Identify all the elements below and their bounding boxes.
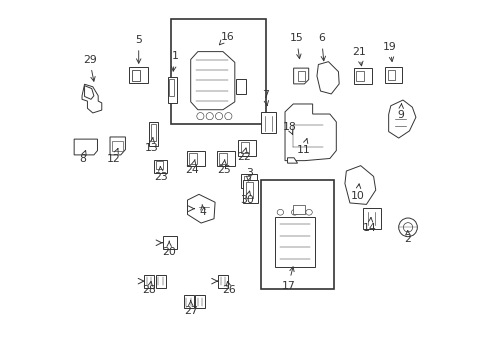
Bar [155, 275, 165, 288]
Bar [274, 217, 314, 267]
Text: 9: 9 [397, 104, 404, 120]
Text: 2: 2 [404, 230, 410, 244]
Bar [353, 68, 371, 84]
Text: 20: 20 [162, 241, 176, 257]
Circle shape [403, 223, 412, 232]
Bar [384, 67, 402, 83]
Ellipse shape [291, 210, 297, 215]
Text: 28: 28 [142, 282, 156, 296]
Text: 29: 29 [82, 55, 96, 81]
Bar [293, 205, 304, 214]
Bar [241, 174, 256, 188]
Bar [149, 122, 158, 146]
Bar [195, 296, 204, 309]
Bar [238, 140, 256, 156]
Bar [362, 208, 380, 229]
Bar [242, 180, 258, 203]
Bar [168, 79, 174, 96]
Bar [183, 296, 193, 309]
Bar [168, 77, 177, 103]
Bar [132, 70, 140, 81]
Ellipse shape [277, 210, 283, 215]
Bar [156, 161, 163, 169]
Text: 27: 27 [183, 300, 197, 316]
Polygon shape [187, 194, 215, 223]
Text: 6: 6 [318, 33, 325, 61]
Text: 15: 15 [289, 33, 303, 59]
Bar [189, 153, 197, 164]
Text: 13: 13 [144, 138, 158, 153]
Text: 23: 23 [154, 166, 168, 182]
Text: 22: 22 [236, 148, 250, 162]
Circle shape [196, 113, 203, 120]
Text: 11: 11 [296, 139, 310, 154]
Ellipse shape [305, 210, 312, 215]
Bar [245, 182, 252, 198]
Polygon shape [190, 51, 234, 110]
Text: 14: 14 [363, 217, 376, 233]
Text: 1: 1 [171, 51, 178, 71]
Bar [297, 71, 305, 81]
Bar [260, 180, 333, 289]
Bar [129, 67, 148, 83]
Text: 4: 4 [200, 204, 206, 217]
Polygon shape [316, 62, 339, 94]
Bar [218, 275, 228, 288]
Polygon shape [110, 137, 125, 155]
Polygon shape [388, 100, 415, 138]
Polygon shape [82, 84, 102, 113]
Text: 3: 3 [245, 168, 252, 181]
Circle shape [224, 113, 231, 120]
Polygon shape [293, 68, 308, 84]
Text: 10: 10 [350, 184, 364, 201]
Bar [235, 79, 246, 94]
Circle shape [206, 113, 213, 120]
Bar [151, 124, 156, 141]
Text: 25: 25 [216, 159, 230, 175]
Bar [219, 153, 227, 164]
Circle shape [398, 218, 416, 237]
Text: 24: 24 [185, 159, 199, 175]
Text: 30: 30 [240, 191, 254, 205]
Text: 26: 26 [222, 282, 236, 296]
Bar [356, 71, 364, 81]
Bar [186, 150, 204, 166]
Text: 5: 5 [135, 35, 142, 63]
Bar [217, 150, 234, 166]
Bar [144, 275, 154, 288]
Bar [244, 176, 250, 185]
Text: 16: 16 [219, 32, 234, 45]
Polygon shape [287, 158, 297, 163]
Bar [112, 140, 122, 151]
Bar [171, 19, 265, 125]
Bar [387, 70, 394, 80]
Text: 8: 8 [79, 150, 86, 164]
Circle shape [215, 113, 222, 120]
Text: 7: 7 [262, 90, 268, 105]
Polygon shape [84, 86, 94, 99]
Polygon shape [285, 104, 336, 161]
Bar [154, 160, 167, 173]
Bar [163, 236, 177, 249]
Text: 12: 12 [106, 149, 120, 164]
Text: 17: 17 [281, 267, 295, 291]
Bar [260, 112, 276, 134]
Polygon shape [74, 139, 97, 155]
Bar [241, 142, 248, 153]
Text: 21: 21 [352, 46, 366, 66]
Text: 19: 19 [383, 42, 396, 62]
Text: 18: 18 [282, 122, 296, 135]
Polygon shape [344, 166, 375, 204]
